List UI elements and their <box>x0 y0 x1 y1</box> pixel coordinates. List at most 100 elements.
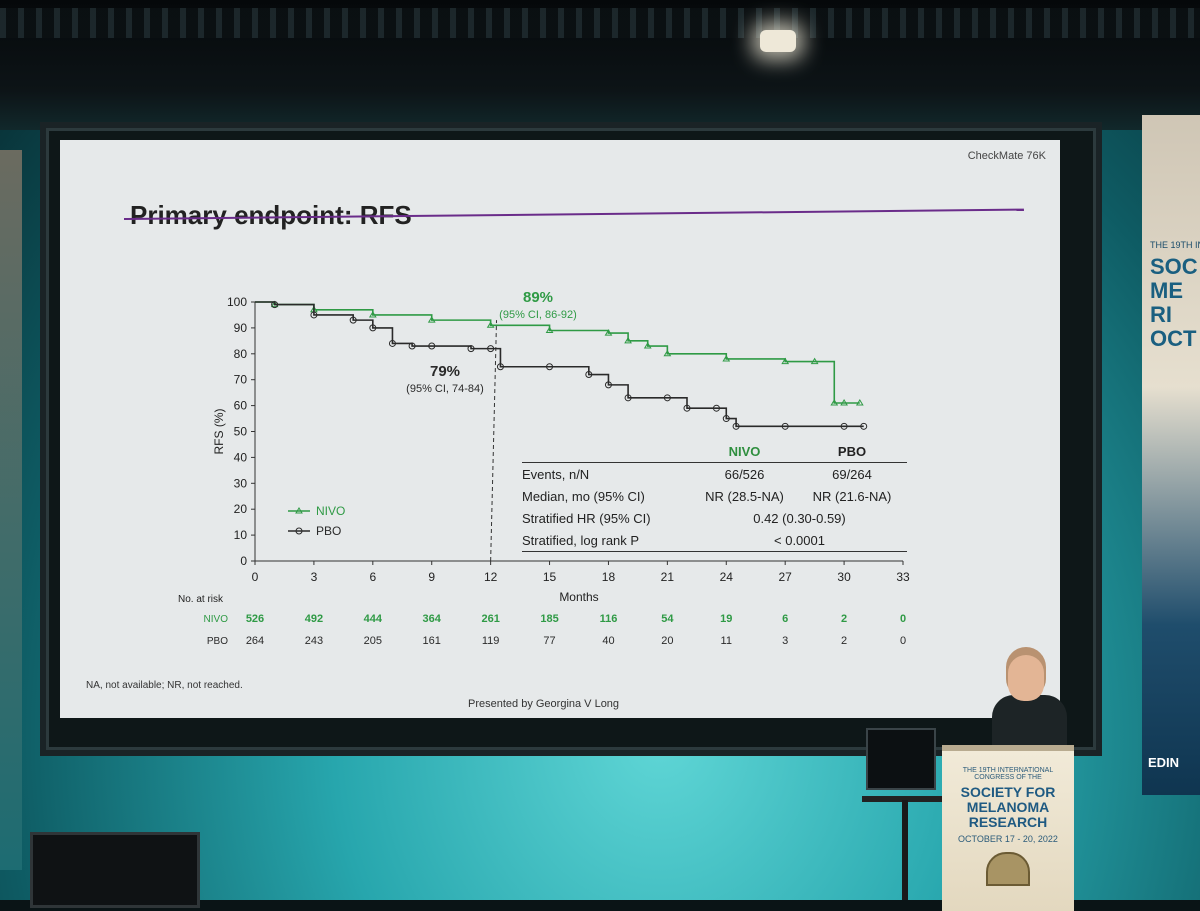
censor-mark <box>712 404 720 412</box>
x-tick-label: 18 <box>602 570 616 584</box>
risk-value: 119 <box>482 635 500 647</box>
risk-value: 364 <box>423 613 442 625</box>
censor-mark <box>487 345 495 353</box>
censor-mark <box>369 324 377 332</box>
series-line-pbo <box>255 301 864 428</box>
chart-annotations: 89% (95% CI, 86-92) 79% (95% CI, 74-84) <box>406 289 577 395</box>
y-tick-label: 100 <box>227 295 247 309</box>
spotlight-icon <box>760 30 796 52</box>
x-tick-label: 6 <box>369 570 376 584</box>
y-tick-label: 50 <box>234 425 248 439</box>
x-tick-label: 15 <box>543 570 557 584</box>
chart-series <box>255 300 868 430</box>
risk-value: 6 <box>782 613 788 625</box>
y-tick-label: 90 <box>234 321 248 335</box>
laptop-silhouette <box>30 832 200 908</box>
censor-mark <box>683 404 691 412</box>
y-tick-label: 0 <box>240 554 247 568</box>
y-tick-label: 80 <box>234 347 248 361</box>
censor-mark <box>722 355 731 362</box>
speaker-head <box>1008 655 1044 701</box>
y-tick-label: 10 <box>234 528 248 542</box>
risk-table-label: No. at risk <box>178 594 224 605</box>
series-line-nivo <box>255 301 860 404</box>
censor-mark <box>624 336 632 344</box>
censor-mark <box>486 321 495 328</box>
y-tick-label: 30 <box>234 476 248 490</box>
censor-mark <box>545 326 554 333</box>
x-tick-label: 33 <box>896 570 910 584</box>
censor-mark <box>810 357 819 365</box>
x-tick-label: 0 <box>252 570 259 584</box>
censor-mark <box>349 316 357 324</box>
censor-mark <box>428 342 436 350</box>
annotation-ci: (95% CI, 74-84) <box>406 383 484 395</box>
censor-mark <box>624 394 632 402</box>
censor-mark <box>368 310 377 318</box>
stats-row-logrank: Stratified, log rank P < 0.0001 <box>522 529 907 552</box>
risk-value: 40 <box>602 635 614 647</box>
risk-row-label: PBO <box>207 636 228 647</box>
stats-value: NR (21.6-NA) <box>812 488 892 504</box>
podium-line2: SOCIETY FOR MELANOMA RESEARCH <box>960 784 1056 830</box>
censor-mark <box>408 342 416 350</box>
risk-value: 54 <box>661 613 674 625</box>
landmark-line <box>490 320 498 562</box>
censor-mark <box>467 345 475 353</box>
censor-mark <box>840 422 848 430</box>
censor-mark <box>271 301 279 309</box>
risk-value: 0 <box>900 635 906 647</box>
y-axis-label: RFS (%) <box>212 409 226 455</box>
x-tick-label: 21 <box>661 570 675 584</box>
x-axis-label: Months <box>559 590 598 604</box>
stats-label: Median, mo (95% CI) <box>522 488 645 504</box>
stats-row-hr: Stratified HR (95% CI) 0.42 (0.30-0.59) <box>522 507 907 529</box>
censor-mark <box>840 399 848 406</box>
left-wall <box>0 150 22 870</box>
stats-value: 66/526 <box>724 466 765 482</box>
risk-value: 2 <box>841 635 847 647</box>
censor-mark <box>860 422 868 430</box>
risk-value: 19 <box>720 613 732 625</box>
risk-value: 185 <box>540 613 558 625</box>
monitor-stand <box>862 796 942 802</box>
censor-mark <box>427 316 436 323</box>
censor-mark <box>830 399 839 406</box>
risk-value: 77 <box>543 635 555 647</box>
banner-bottom: EDIN <box>1148 755 1180 770</box>
legend-label: PBO <box>316 524 341 538</box>
x-tick-label: 24 <box>720 570 734 584</box>
chart-legend: NIVO PBO <box>288 504 345 538</box>
censor-mark <box>855 399 864 406</box>
slide-tag: CheckMate 76K <box>967 150 1046 162</box>
x-tick-label: 30 <box>837 570 851 584</box>
stats-label: Events, n/N <box>522 466 590 482</box>
risk-value: 2 <box>841 613 847 625</box>
censor-mark <box>643 342 652 349</box>
risk-value: 526 <box>246 613 264 625</box>
censor-mark <box>546 363 554 371</box>
censor-mark <box>585 371 593 379</box>
stats-value: 0.42 (0.30-0.59) <box>753 510 846 526</box>
risk-value: 0 <box>900 613 906 625</box>
y-tick-label: 20 <box>234 502 248 516</box>
podium: THE 19TH INTERNATIONAL CONGRESS OF THE S… <box>942 745 1074 911</box>
censor-mark <box>732 422 740 430</box>
annotation-ci: (95% CI, 86-92) <box>499 309 577 321</box>
risk-value: 161 <box>423 635 441 647</box>
y-tick-label: 70 <box>234 373 248 387</box>
censor-mark <box>663 349 672 357</box>
risk-value: 20 <box>661 635 673 647</box>
x-tick-label: 12 <box>484 570 498 584</box>
stats-col-pbo: PBO <box>837 443 867 459</box>
censor-mark <box>310 311 318 319</box>
confidence-monitor <box>866 728 936 790</box>
censor-mark <box>781 357 790 365</box>
censor-mark <box>496 363 504 371</box>
risk-value: 444 <box>364 613 383 625</box>
y-tick-label: 40 <box>234 450 248 464</box>
monitor-pole <box>902 800 908 900</box>
risk-value: 261 <box>481 613 499 625</box>
